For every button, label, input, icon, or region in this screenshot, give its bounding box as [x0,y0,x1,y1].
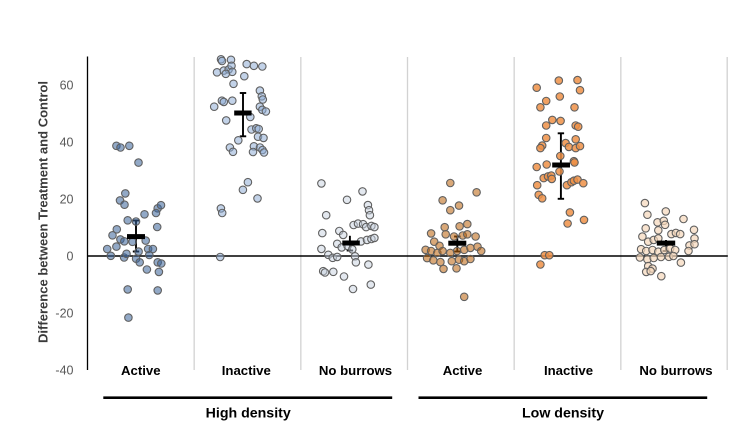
svg-text:No burrows: No burrows [319,363,392,378]
svg-text:60: 60 [60,78,74,92]
svg-text:Low density: Low density [522,405,604,421]
svg-text:Active: Active [443,363,483,378]
svg-text:20: 20 [60,192,74,206]
svg-text:Inactive: Inactive [544,363,593,378]
svg-text:Inactive: Inactive [222,363,271,378]
svg-text:No burrows: No burrows [639,363,712,378]
svg-text:Active: Active [121,363,161,378]
svg-text:-20: -20 [55,306,73,320]
svg-text:0: 0 [67,249,74,263]
svg-text:40: 40 [60,135,74,149]
svg-text:Difference between Treatment a: Difference between Treatment and Control [36,81,51,343]
svg-text:-40: -40 [55,363,73,377]
svg-text:High density: High density [206,405,291,421]
